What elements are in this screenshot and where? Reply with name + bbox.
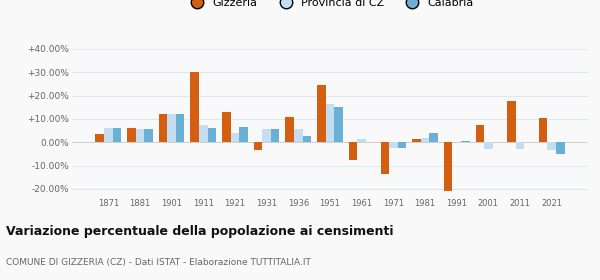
Bar — [380, 142, 389, 174]
Bar — [412, 139, 421, 142]
Bar — [239, 127, 248, 142]
Bar — [358, 139, 366, 142]
Bar — [516, 142, 524, 149]
Bar — [317, 85, 326, 142]
Bar — [113, 128, 121, 142]
Bar — [199, 125, 208, 142]
Bar — [326, 104, 334, 142]
Bar — [294, 129, 302, 142]
Bar — [286, 117, 294, 142]
Bar — [349, 142, 358, 160]
Bar — [398, 142, 406, 148]
Bar — [167, 114, 176, 142]
Bar — [127, 128, 136, 142]
Bar — [271, 129, 280, 142]
Text: COMUNE DI GIZZERIA (CZ) - Dati ISTAT - Elaborazione TUTTITALIA.IT: COMUNE DI GIZZERIA (CZ) - Dati ISTAT - E… — [6, 258, 311, 267]
Bar — [507, 101, 516, 142]
Bar — [461, 141, 470, 142]
Bar — [159, 114, 167, 142]
Bar — [476, 125, 484, 142]
Bar — [539, 118, 547, 142]
Bar — [302, 136, 311, 142]
Bar — [444, 142, 452, 191]
Bar — [176, 114, 184, 142]
Bar — [136, 129, 144, 142]
Bar — [208, 128, 216, 142]
Bar — [421, 138, 429, 142]
Bar — [95, 134, 104, 142]
Bar — [484, 142, 493, 149]
Bar — [190, 72, 199, 142]
Bar — [389, 142, 398, 148]
Bar — [222, 112, 231, 142]
Bar — [231, 133, 239, 142]
Bar — [556, 142, 565, 154]
Bar — [429, 133, 438, 142]
Bar — [262, 129, 271, 142]
Bar — [104, 128, 113, 142]
Legend: Gizzeria, Provincia di CZ, Calabria: Gizzeria, Provincia di CZ, Calabria — [186, 0, 474, 8]
Bar — [334, 107, 343, 142]
Bar — [144, 129, 153, 142]
Bar — [547, 142, 556, 150]
Text: Variazione percentuale della popolazione ai censimenti: Variazione percentuale della popolazione… — [6, 225, 394, 238]
Bar — [254, 142, 262, 150]
